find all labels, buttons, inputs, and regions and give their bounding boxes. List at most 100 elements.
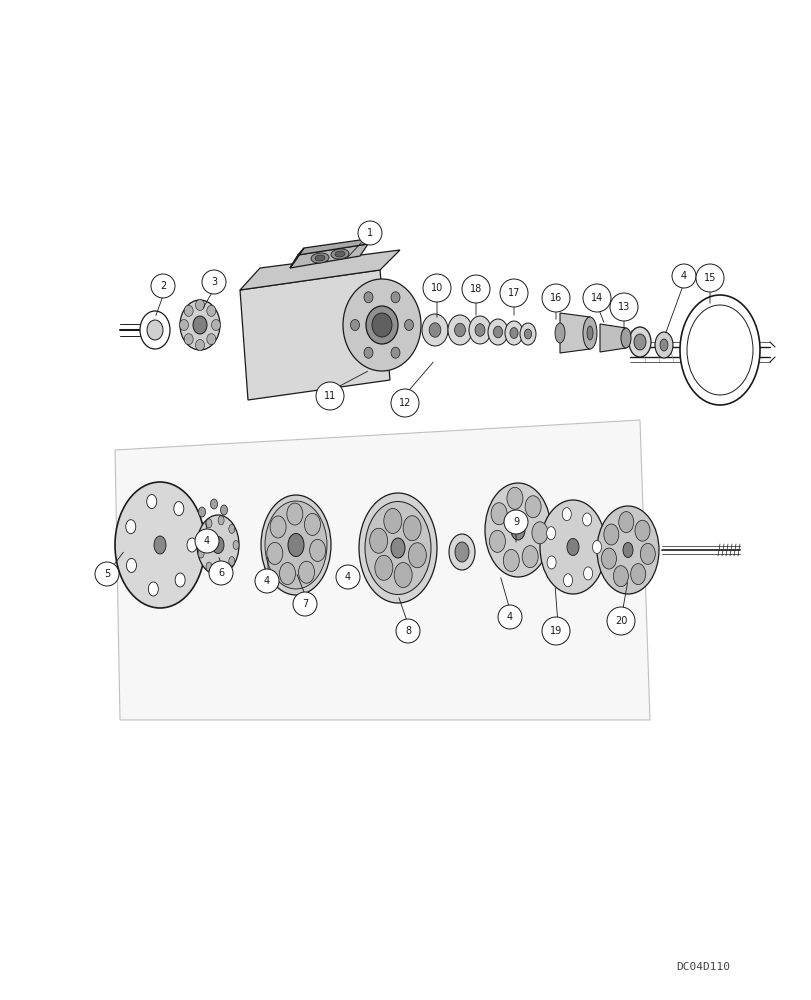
Ellipse shape bbox=[309, 539, 325, 561]
Circle shape bbox=[293, 592, 316, 616]
Text: 9: 9 bbox=[513, 517, 518, 527]
Ellipse shape bbox=[525, 496, 540, 518]
Polygon shape bbox=[290, 244, 367, 268]
Ellipse shape bbox=[147, 320, 163, 340]
Text: 2: 2 bbox=[160, 281, 166, 291]
Ellipse shape bbox=[342, 279, 420, 371]
Ellipse shape bbox=[640, 543, 654, 564]
Ellipse shape bbox=[221, 505, 227, 515]
Ellipse shape bbox=[210, 499, 217, 509]
Ellipse shape bbox=[679, 295, 759, 405]
Ellipse shape bbox=[198, 507, 205, 517]
Ellipse shape bbox=[581, 513, 591, 526]
Ellipse shape bbox=[629, 327, 650, 357]
Ellipse shape bbox=[211, 320, 221, 330]
Ellipse shape bbox=[603, 524, 618, 545]
Circle shape bbox=[315, 382, 344, 410]
Ellipse shape bbox=[148, 582, 158, 596]
Text: 17: 17 bbox=[507, 288, 520, 298]
Ellipse shape bbox=[620, 328, 630, 348]
Ellipse shape bbox=[366, 306, 397, 344]
Ellipse shape bbox=[270, 516, 285, 538]
Text: 10: 10 bbox=[431, 283, 443, 293]
Ellipse shape bbox=[622, 542, 633, 558]
Ellipse shape bbox=[489, 530, 504, 552]
Ellipse shape bbox=[491, 503, 506, 525]
Text: 12: 12 bbox=[398, 398, 410, 408]
Text: 4: 4 bbox=[204, 536, 210, 546]
Ellipse shape bbox=[654, 332, 672, 358]
Ellipse shape bbox=[350, 320, 359, 330]
Circle shape bbox=[607, 607, 634, 635]
Ellipse shape bbox=[391, 538, 405, 558]
Circle shape bbox=[695, 264, 723, 292]
Circle shape bbox=[541, 617, 569, 645]
Ellipse shape bbox=[187, 538, 197, 552]
Text: 20: 20 bbox=[614, 616, 626, 626]
Ellipse shape bbox=[369, 528, 387, 553]
Ellipse shape bbox=[184, 334, 193, 345]
Text: 4: 4 bbox=[506, 612, 513, 622]
Text: 4: 4 bbox=[680, 271, 686, 281]
Circle shape bbox=[358, 221, 381, 245]
Circle shape bbox=[151, 274, 175, 298]
Text: 7: 7 bbox=[302, 599, 307, 609]
Ellipse shape bbox=[454, 323, 465, 337]
Circle shape bbox=[609, 293, 637, 321]
Ellipse shape bbox=[195, 340, 204, 351]
Ellipse shape bbox=[195, 300, 204, 310]
Ellipse shape bbox=[180, 300, 220, 350]
Ellipse shape bbox=[583, 567, 592, 580]
Ellipse shape bbox=[375, 555, 393, 580]
Ellipse shape bbox=[304, 513, 320, 535]
Polygon shape bbox=[240, 250, 400, 290]
Ellipse shape bbox=[286, 503, 303, 525]
Circle shape bbox=[497, 605, 521, 629]
Text: 14: 14 bbox=[590, 293, 603, 303]
Circle shape bbox=[541, 284, 569, 312]
Text: 3: 3 bbox=[211, 277, 217, 287]
Text: 11: 11 bbox=[324, 391, 336, 401]
Polygon shape bbox=[240, 270, 389, 400]
Circle shape bbox=[423, 274, 450, 302]
Ellipse shape bbox=[561, 508, 571, 521]
Circle shape bbox=[208, 561, 233, 585]
Ellipse shape bbox=[391, 347, 400, 358]
Ellipse shape bbox=[404, 320, 413, 330]
Text: 6: 6 bbox=[217, 568, 224, 578]
Ellipse shape bbox=[596, 506, 659, 594]
Ellipse shape bbox=[510, 520, 525, 540]
Text: 5: 5 bbox=[104, 569, 110, 579]
Ellipse shape bbox=[634, 520, 649, 541]
Ellipse shape bbox=[229, 524, 234, 533]
Polygon shape bbox=[115, 420, 649, 720]
Ellipse shape bbox=[408, 543, 426, 568]
Ellipse shape bbox=[229, 557, 234, 566]
Ellipse shape bbox=[524, 329, 531, 339]
Ellipse shape bbox=[422, 314, 448, 346]
Ellipse shape bbox=[184, 305, 193, 316]
Polygon shape bbox=[290, 248, 303, 268]
Ellipse shape bbox=[563, 574, 572, 587]
Ellipse shape bbox=[519, 323, 535, 345]
Circle shape bbox=[336, 565, 359, 589]
Ellipse shape bbox=[487, 319, 508, 345]
Ellipse shape bbox=[267, 542, 282, 564]
Ellipse shape bbox=[127, 558, 136, 572]
Ellipse shape bbox=[207, 305, 216, 316]
Text: 8: 8 bbox=[405, 626, 410, 636]
Ellipse shape bbox=[402, 516, 421, 541]
Ellipse shape bbox=[539, 500, 605, 594]
Text: 13: 13 bbox=[617, 302, 629, 312]
Text: 18: 18 bbox=[470, 284, 482, 294]
Ellipse shape bbox=[612, 566, 628, 587]
Ellipse shape bbox=[179, 320, 188, 330]
Ellipse shape bbox=[206, 562, 212, 571]
Polygon shape bbox=[560, 313, 590, 353]
Ellipse shape bbox=[279, 563, 295, 585]
Ellipse shape bbox=[469, 316, 491, 344]
Ellipse shape bbox=[429, 323, 440, 337]
Circle shape bbox=[582, 284, 610, 312]
Ellipse shape bbox=[586, 326, 592, 340]
Circle shape bbox=[396, 619, 419, 643]
